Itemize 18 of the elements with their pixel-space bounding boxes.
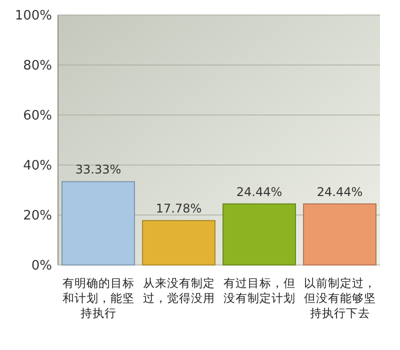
y-tick-label: 60% [23,108,52,124]
y-tick-label: 20% [23,208,52,224]
bar [303,203,376,266]
x-tick-label: 有明确的目标和计划，能坚持执行 [62,276,134,320]
y-tick-label: 40% [23,158,52,174]
data-label: 24.44% [316,184,363,199]
bar [62,181,135,266]
data-label: 33.33% [75,162,122,177]
y-tick-label: 0% [31,258,52,274]
x-tick-label: 有过目标，但没有制定计划 [223,276,296,305]
bar [142,220,216,266]
data-label: 24.44% [236,184,282,199]
x-tick-label: 从来没有制定过，觉得没用 [142,276,215,305]
x-tick-label: 以前制定过，但没有能够坚持执行下去 [304,276,376,320]
y-tick-label: 80% [23,58,52,74]
data-label: 17.78% [156,202,202,216]
bar [222,203,296,266]
y-tick-label: 100% [14,8,52,24]
